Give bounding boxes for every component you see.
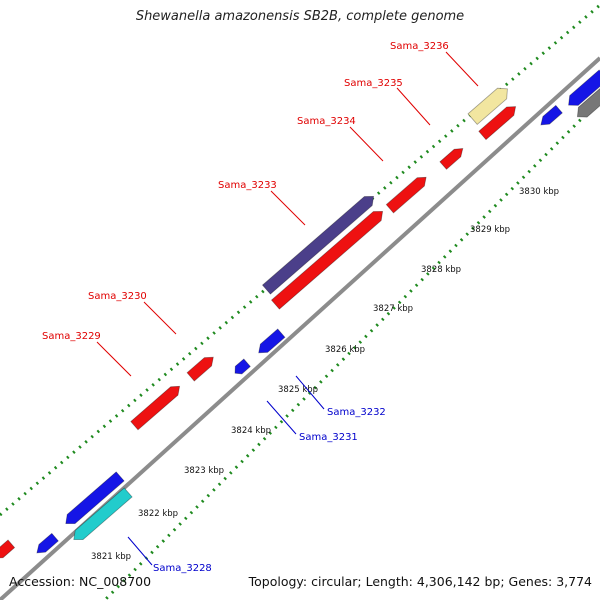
map-title: Shewanella amazonensis SB2B, complete ge…: [135, 9, 465, 24]
gene-label: Sama_3228: [153, 563, 212, 574]
gene-label: Sama_3231: [299, 432, 358, 443]
accession-text: Accession: NC_008700: [9, 574, 152, 589]
gene-label-leaders: [96, 51, 479, 566]
gene-feature: [540, 104, 563, 126]
label-leader-line: [143, 301, 177, 335]
gene-feature: [73, 487, 133, 540]
tick-label: 3827 kbp: [373, 304, 413, 314]
gene-label: Sama_3229: [42, 331, 101, 342]
label-leader-line: [349, 126, 384, 162]
gene-label: Sama_3234: [297, 116, 356, 127]
gene-label: Sama_3235: [344, 78, 403, 89]
gene-feature: [65, 471, 125, 524]
gene-feature: [258, 328, 286, 354]
gene-feature: [130, 385, 181, 431]
label-leader-line: [127, 536, 153, 566]
gene-feature: [234, 358, 251, 375]
tick-labels: 3821 kbp 3822 kbp 3823 kbp 3824 kbp 3825 kbp…: [91, 187, 559, 562]
gene-features: [0, 69, 600, 559]
tick-label: 3821 kbp: [91, 552, 131, 562]
tick-label: 3822 kbp: [138, 509, 178, 519]
gene-feature: [186, 356, 214, 382]
gene-feature: [439, 148, 464, 170]
gene-feature: [0, 539, 16, 559]
gene-feature: [568, 69, 600, 106]
gene-feature: [576, 88, 600, 118]
gene-feature: [36, 532, 59, 554]
gene-feature: [478, 106, 517, 141]
tick-label: 3825 kbp: [278, 385, 318, 395]
gene-labels: Sama_3228 Sama_3229 Sama_3230 Sama_3231 Sama…: [42, 41, 449, 574]
label-leader-line: [270, 190, 306, 226]
gene-feature: [385, 176, 427, 214]
gene-label: Sama_3233: [218, 180, 277, 191]
label-leader-line: [295, 375, 325, 410]
topology-summary: Topology: circular; Length: 4,306,142 bp…: [248, 574, 592, 589]
tick-label: 3823 kbp: [184, 466, 224, 476]
tick-label: 3830 kbp: [519, 187, 559, 197]
label-leader-line: [266, 400, 297, 435]
gene-label: Sama_3236: [390, 41, 449, 52]
tick-label: 3828 kbp: [421, 265, 461, 275]
gene-label: Sama_3232: [327, 407, 386, 418]
tick-label: 3826 kbp: [325, 345, 365, 355]
gene-feature: [261, 195, 375, 295]
label-leader-line: [445, 51, 479, 87]
inner-tick-track: [102, 97, 600, 600]
label-leader-line: [396, 87, 431, 126]
gene-feature: [270, 210, 384, 310]
gene-feature: [467, 87, 508, 125]
tick-label: 3829 kbp: [470, 225, 510, 235]
gene-label: Sama_3230: [88, 291, 147, 302]
label-leader-line: [96, 341, 132, 377]
tick-label: 3824 kbp: [231, 426, 271, 436]
